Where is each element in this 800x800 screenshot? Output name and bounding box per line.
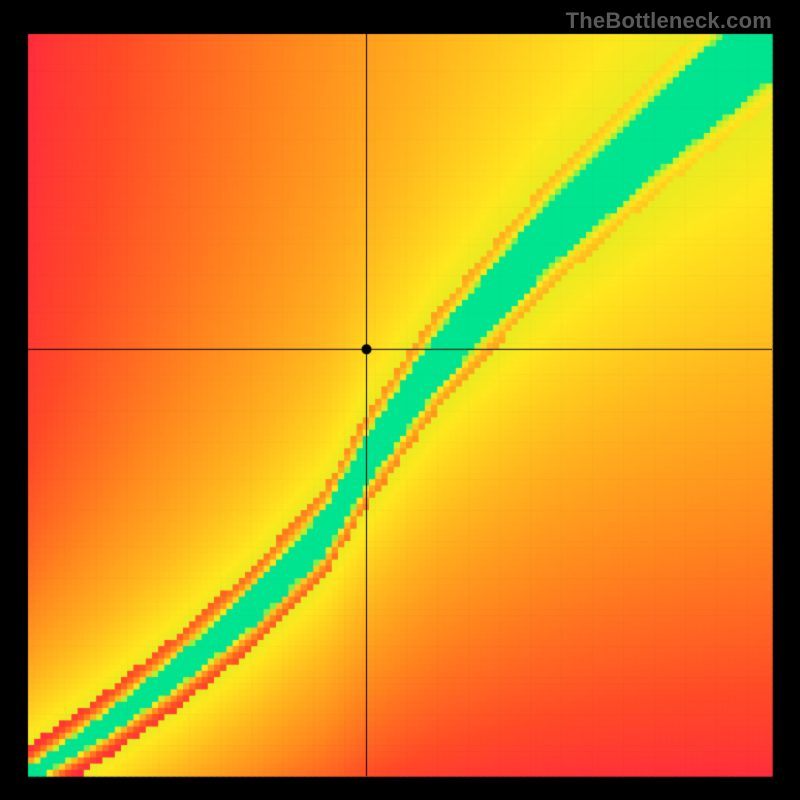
bottleneck-heatmap [0,0,800,800]
watermark-text: TheBottleneck.com [566,8,772,34]
chart-container: TheBottleneck.com [0,0,800,800]
